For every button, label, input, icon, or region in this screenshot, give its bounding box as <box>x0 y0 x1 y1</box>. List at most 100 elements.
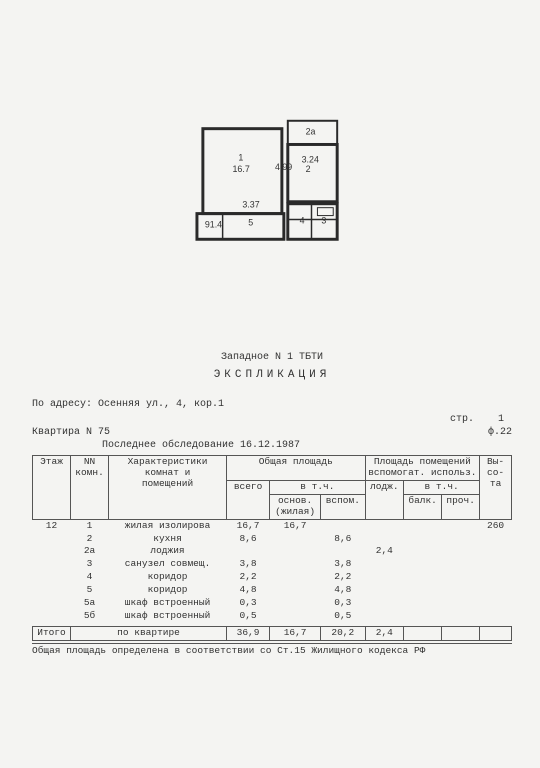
table-row: 5ашкаф встроенный0,30,3 <box>33 597 512 610</box>
totals-height <box>480 627 512 641</box>
svg-text:3: 3 <box>321 215 326 225</box>
table-cell: 5б <box>71 610 109 623</box>
table-cell <box>404 571 442 584</box>
page-number: стр. 1 <box>32 414 512 425</box>
apartment-value: 75 <box>98 427 110 438</box>
table-cell <box>321 545 365 558</box>
totals-osnov: 16,7 <box>270 627 321 641</box>
col-osnov: основ. (жилая) <box>270 494 321 519</box>
survey-date: 16.12.1987 <box>240 440 300 451</box>
table-cell: лоджия <box>109 545 227 558</box>
table-cell: 5 <box>71 584 109 597</box>
table-cell <box>270 558 321 571</box>
table-cell: шкаф встроенный <box>109 610 227 623</box>
totals-proch <box>442 627 480 641</box>
table-row: 5бшкаф встроенный0,50,5 <box>33 610 512 623</box>
table-head: Этаж NN комн. Характеристики комнат и по… <box>33 456 512 520</box>
floorplan-diagram: 116.72а3.2424.993.3791.4543 <box>193 112 351 252</box>
table-cell <box>270 571 321 584</box>
totals-lodge: 2,4 <box>365 627 404 641</box>
table-cell <box>404 545 442 558</box>
col-lodge: лодж. <box>365 480 404 519</box>
page-value: 1 <box>498 414 504 425</box>
svg-text:3.37: 3.37 <box>242 200 259 210</box>
table-cell <box>480 571 512 584</box>
doc-title: ЭКСПЛИКАЦИЯ <box>32 369 512 381</box>
col-floor: Этаж <box>33 456 71 520</box>
table-cell <box>365 571 404 584</box>
svg-text:2а: 2а <box>306 127 316 137</box>
table-row: 5коридор4,84,8 <box>33 584 512 597</box>
table-cell <box>442 571 480 584</box>
table-cell: 4,8 <box>321 584 365 597</box>
col-balc: балк. <box>404 494 442 519</box>
survey-line: Последнее обследование 16.12.1987 <box>102 440 512 451</box>
totals-vspom: 20,2 <box>321 627 365 641</box>
table-cell <box>404 558 442 571</box>
table-cell <box>33 597 71 610</box>
table-cell: 1 <box>71 519 109 532</box>
table-row: 2алоджия 2,4 <box>33 545 512 558</box>
table-cell: 0,3 <box>227 597 270 610</box>
table-cell: жилая изолирова <box>109 519 227 532</box>
table-cell <box>442 584 480 597</box>
col-height: Вы- со- та <box>480 456 512 520</box>
table-cell <box>404 597 442 610</box>
apartment-label: Квартира N <box>32 427 92 438</box>
form-code: ф.22 <box>488 427 512 438</box>
totals-vsego: 36,9 <box>227 627 270 641</box>
table-cell: 260 <box>480 519 512 532</box>
table-cell <box>404 533 442 546</box>
table-cell <box>442 597 480 610</box>
address-value: Осенняя ул., 4, кор.1 <box>98 399 224 410</box>
table-cell <box>33 584 71 597</box>
table-cell: 8,6 <box>227 533 270 546</box>
svg-text:1: 1 <box>238 152 243 162</box>
table-cell <box>480 597 512 610</box>
explication-table: Этаж NN комн. Характеристики комнат и по… <box>32 455 512 641</box>
address-line: По адресу: Осенняя ул., 4, кор.1 <box>32 399 512 410</box>
table-cell <box>270 597 321 610</box>
table-cell: 3,8 <box>227 558 270 571</box>
table-cell: шкаф встроенный <box>109 597 227 610</box>
table-cell <box>33 558 71 571</box>
table-cell <box>227 545 270 558</box>
totals-by: по квартире <box>71 627 227 641</box>
table-cell <box>365 610 404 623</box>
table-cell <box>442 610 480 623</box>
svg-text:3.24: 3.24 <box>302 154 319 164</box>
page-label: стр. <box>450 414 474 425</box>
table-cell <box>442 545 480 558</box>
heading-block: Западное N 1 ТБТИ ЭКСПЛИКАЦИЯ <box>32 352 512 381</box>
table-cell <box>270 545 321 558</box>
table-cell <box>270 584 321 597</box>
table-row: 121жилая изолирова16,716,7260 <box>33 519 512 532</box>
table-cell <box>33 610 71 623</box>
table-cell <box>365 558 404 571</box>
table-row: 4коридор2,22,2 <box>33 571 512 584</box>
totals-row: Итого по квартире 36,9 16,7 20,2 2,4 <box>33 627 512 641</box>
col-vtch2: в т.ч. <box>404 480 480 494</box>
table-cell <box>442 533 480 546</box>
table-cell: 2,4 <box>365 545 404 558</box>
table-cell: коридор <box>109 584 227 597</box>
table-cell: 16,7 <box>227 519 270 532</box>
table-cell: 4 <box>71 571 109 584</box>
table-cell <box>404 519 442 532</box>
table-cell <box>480 558 512 571</box>
footnote: Общая площадь определена в соответствии … <box>32 643 512 656</box>
table-cell: 2а <box>71 545 109 558</box>
table-cell: коридор <box>109 571 227 584</box>
table-cell: кухня <box>109 533 227 546</box>
survey-label: Последнее обследование <box>102 440 234 451</box>
col-char: Характеристики комнат и помещений <box>109 456 227 520</box>
table-cell: санузел совмещ. <box>109 558 227 571</box>
col-vsego: всего <box>227 480 270 519</box>
table-cell <box>442 519 480 532</box>
table-cell <box>270 610 321 623</box>
table-cell <box>442 558 480 571</box>
table-cell: 0,5 <box>321 610 365 623</box>
org-name: Западное N 1 ТБТИ <box>32 352 512 363</box>
col-vtch1: в т.ч. <box>270 480 365 494</box>
svg-text:16.7: 16.7 <box>233 164 250 174</box>
